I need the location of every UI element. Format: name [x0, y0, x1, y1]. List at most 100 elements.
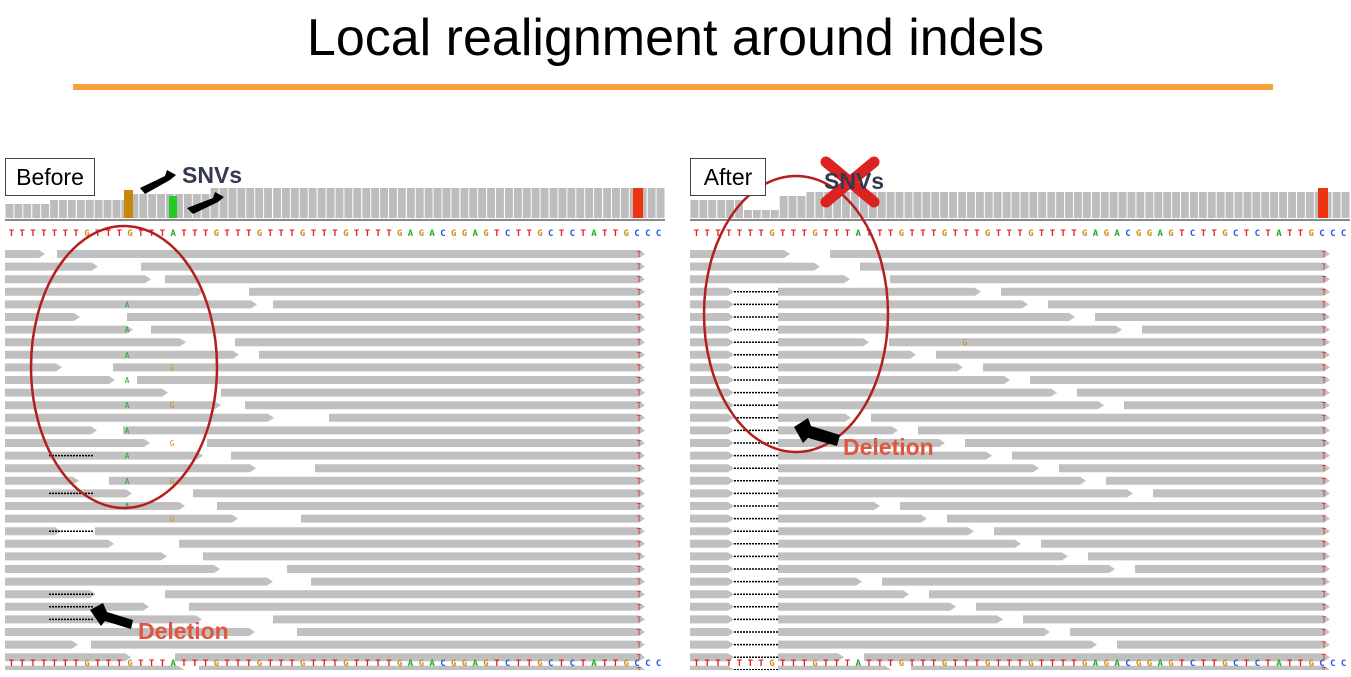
- reference-base: T: [30, 229, 36, 239]
- aligned-read: [113, 363, 645, 372]
- mismatch-base: G: [170, 363, 175, 372]
- coverage-bar: [895, 192, 904, 218]
- coverage-bar: [567, 188, 576, 218]
- reference-base: G: [537, 229, 542, 239]
- reference-base: T: [877, 659, 883, 669]
- aligned-read: [778, 590, 909, 599]
- coverage-bar: [41, 204, 50, 218]
- reference-base: T: [953, 229, 959, 239]
- aligned-read: [207, 439, 645, 447]
- reference-base: T: [866, 659, 872, 669]
- coverage-bar: [505, 188, 513, 218]
- coverage-bar: [1172, 192, 1180, 218]
- mismatch-base: T: [637, 401, 642, 410]
- coverage-bar: [487, 188, 495, 218]
- aligned-read: [690, 451, 734, 460]
- reference-base: G: [769, 659, 774, 669]
- aligned-read: [217, 502, 645, 510]
- reference-base: T: [516, 659, 522, 669]
- aligned-read: [830, 250, 1330, 258]
- reference-base: T: [365, 659, 371, 669]
- mismatch-base: T: [1322, 565, 1327, 574]
- reference-base: G: [812, 659, 817, 669]
- coverage-bar: [993, 192, 1002, 218]
- coverage-bar: [1261, 192, 1270, 218]
- aligned-read: [882, 577, 1330, 586]
- coverage-track: [690, 188, 1350, 221]
- reference-base: A: [472, 229, 478, 239]
- reference-base: T: [974, 229, 980, 239]
- reference-base: T: [694, 659, 700, 669]
- reference-base: T: [1006, 659, 1012, 669]
- aligned-read: [5, 539, 114, 548]
- aligned-read: [889, 338, 1330, 347]
- reference-base: G: [1308, 229, 1313, 239]
- reference-base: G: [942, 659, 947, 669]
- aligned-read: [1048, 300, 1330, 309]
- mismatch-base: T: [637, 477, 642, 486]
- coverage-bar: [726, 200, 735, 218]
- reference-base: G: [257, 659, 262, 669]
- snv-coverage-marker: [633, 188, 643, 218]
- mismatch-base: T: [637, 565, 642, 574]
- aligned-read: [690, 313, 734, 321]
- mismatch-base: T: [637, 641, 642, 650]
- coverage-bar: [469, 188, 478, 218]
- aligned-read: [690, 653, 734, 662]
- coverage-bar: [183, 194, 192, 218]
- reference-base: T: [354, 229, 360, 239]
- aligned-read: [690, 464, 734, 473]
- aligned-read: [778, 325, 1122, 334]
- mismatch-base: A: [125, 401, 130, 410]
- reference-base: T: [823, 229, 829, 239]
- coverage-bar: [371, 188, 380, 218]
- coverage-bar: [23, 204, 32, 218]
- aligned-read: [690, 565, 734, 573]
- reference-base: G: [623, 659, 628, 669]
- coverage-bar: [1279, 192, 1287, 218]
- reference-base: C: [440, 659, 445, 669]
- aligned-read: [5, 577, 273, 586]
- reference-base: C: [1255, 659, 1260, 669]
- coverage-bar: [690, 200, 699, 218]
- reference-base: T: [1265, 229, 1271, 239]
- aligned-read: [690, 426, 734, 435]
- reference-base: T: [160, 229, 166, 239]
- aligned-read: [778, 640, 1097, 649]
- reference-base: T: [1244, 229, 1250, 239]
- reference-base: T: [192, 229, 198, 239]
- reference-base: C: [570, 229, 575, 239]
- reference-base: T: [780, 659, 786, 669]
- aligned-read: [690, 476, 734, 485]
- reference-base: G: [1082, 659, 1087, 669]
- after-label: After: [690, 158, 766, 196]
- reference-base: G: [257, 229, 262, 239]
- coverage-bar: [282, 188, 290, 218]
- reference-base: T: [704, 229, 710, 239]
- coverage-bar: [1127, 192, 1136, 218]
- coverage-bar: [1207, 192, 1216, 218]
- coverage-bar: [612, 188, 620, 218]
- mismatch-base: T: [1322, 527, 1327, 536]
- mismatch-base: T: [637, 653, 642, 662]
- snv-coverage-marker: [169, 196, 177, 218]
- reference-base: T: [963, 229, 969, 239]
- coverage-bar: [1065, 192, 1073, 218]
- reference-base: C: [1233, 229, 1238, 239]
- mismatch-base: T: [1322, 489, 1327, 498]
- mismatch-base: T: [1322, 263, 1327, 272]
- reference-base: T: [726, 229, 732, 239]
- coverage-bar: [1074, 192, 1082, 218]
- reference-base: T: [95, 659, 101, 669]
- coverage-bar: [1198, 192, 1207, 218]
- aligned-read: [179, 539, 645, 548]
- aligned-read: [778, 602, 956, 611]
- aligned-read: [245, 401, 645, 410]
- reference-base: G: [1104, 229, 1109, 239]
- coverage-bar: [1243, 192, 1252, 218]
- reference-base: T: [996, 659, 1002, 669]
- snv-coverage-marker: [124, 190, 133, 218]
- aligned-read: [1012, 451, 1330, 460]
- coverage-bar: [1216, 192, 1225, 218]
- reference-base: T: [613, 659, 619, 669]
